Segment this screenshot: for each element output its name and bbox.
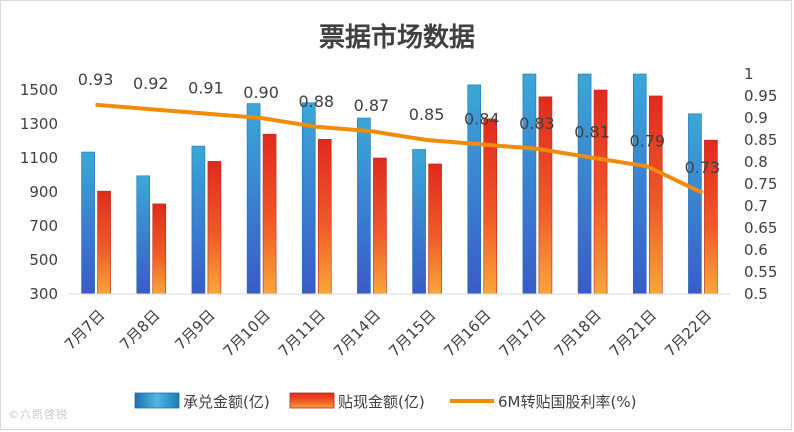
line-data-label: 0.87 bbox=[354, 96, 390, 115]
line-data-label: 0.84 bbox=[464, 109, 500, 128]
bar-acceptance-amount bbox=[522, 73, 537, 295]
legend-swatch-blue bbox=[134, 392, 180, 409]
bar-acceptance-amount bbox=[632, 73, 647, 295]
watermark-logo: ©六凯啓锐 bbox=[8, 408, 68, 421]
x-axis-category-label: 7月18日 bbox=[551, 306, 605, 360]
legend-swatch-red bbox=[289, 392, 335, 409]
right-axis-tick-label: 1 bbox=[744, 65, 754, 83]
line-data-label: 0.73 bbox=[685, 158, 721, 177]
x-axis-category-label: 7月15日 bbox=[385, 306, 439, 360]
line-data-label: 0.85 bbox=[409, 105, 445, 124]
line-data-label: 0.79 bbox=[629, 131, 665, 150]
bar-acceptance-amount bbox=[191, 145, 206, 295]
x-axis-category-label: 7月14日 bbox=[330, 306, 384, 360]
line-data-label: 0.92 bbox=[133, 74, 169, 93]
x-axis-category-label: 7月7日 bbox=[61, 306, 108, 353]
chart-title: 票据市场数据 bbox=[319, 22, 475, 53]
left-axis-tick-label: 1100 bbox=[20, 149, 58, 167]
left-axis-tick-label: 500 bbox=[29, 251, 58, 269]
legend-label: 贴现金额(亿) bbox=[338, 393, 425, 411]
legend-item: 贴现金额(亿) bbox=[289, 392, 425, 411]
right-axis-tick-label: 0.6 bbox=[744, 241, 768, 259]
bar-acceptance-amount bbox=[688, 113, 702, 295]
bar-acceptance-amount bbox=[81, 151, 95, 295]
bar-acceptance-amount bbox=[412, 149, 426, 295]
bar-acceptance-amount bbox=[301, 102, 316, 295]
left-axis-tick-label: 300 bbox=[29, 285, 58, 303]
x-axis-category-label: 7月16日 bbox=[440, 306, 494, 360]
bar-discount-amount bbox=[428, 163, 442, 295]
right-axis-tick-label: 0.8 bbox=[744, 153, 768, 171]
x-axis-category-label: 7月21日 bbox=[606, 306, 660, 360]
legend-label: 承兑金额(亿) bbox=[183, 393, 270, 411]
watermark-text: 六凯啓锐 bbox=[20, 408, 68, 421]
x-axis-category-label: 7月17日 bbox=[496, 306, 550, 360]
left-axis-tick-label: 700 bbox=[29, 217, 58, 235]
line-data-label: 0.81 bbox=[574, 123, 610, 142]
x-axis-category-label: 7月8日 bbox=[116, 306, 163, 353]
x-axis-category-label: 7月22日 bbox=[661, 306, 715, 360]
bar-discount-amount bbox=[373, 157, 387, 295]
legend-item: 6M转贴国股利率(%) bbox=[450, 393, 636, 411]
bar-acceptance-amount bbox=[136, 175, 151, 295]
bar-discount-amount bbox=[97, 190, 111, 295]
line-data-label: 0.93 bbox=[78, 70, 114, 89]
line-data-label: 0.91 bbox=[188, 79, 224, 98]
line-data-label: 0.88 bbox=[298, 92, 334, 111]
right-axis-tick-label: 0.55 bbox=[744, 263, 777, 281]
bar-acceptance-amount bbox=[246, 103, 261, 295]
bar-discount-amount bbox=[317, 139, 332, 295]
left-axis-tick-label: 900 bbox=[29, 183, 58, 201]
legend-label: 6M转贴国股利率(%) bbox=[498, 393, 636, 411]
line-data-label: 0.83 bbox=[519, 114, 555, 133]
x-axis-category-label: 7月10日 bbox=[220, 306, 274, 360]
bar-discount-amount bbox=[648, 95, 663, 295]
left-axis-tick-label: 1300 bbox=[20, 115, 58, 133]
line-data-label: 0.90 bbox=[243, 83, 279, 102]
right-axis-tick-label: 0.65 bbox=[744, 219, 777, 237]
bar-discount-amount bbox=[593, 89, 608, 295]
bar-discount-amount bbox=[152, 203, 167, 295]
left-axis-tick-label: 1500 bbox=[20, 81, 58, 99]
bar-discount-amount bbox=[262, 133, 277, 295]
right-axis-tick-label: 0.9 bbox=[744, 109, 768, 127]
bar-acceptance-amount bbox=[577, 73, 592, 295]
right-axis-tick-label: 0.7 bbox=[744, 197, 768, 215]
legend-item: 承兑金额(亿) bbox=[134, 392, 270, 411]
right-axis-tick-label: 0.5 bbox=[744, 285, 768, 303]
line-rate-series bbox=[95, 102, 704, 195]
bar-acceptance-amount bbox=[357, 117, 371, 295]
x-axis-category-label: 7月9日 bbox=[171, 306, 218, 353]
right-axis-tick-label: 0.95 bbox=[744, 87, 777, 105]
x-axis-category-label: 7月11日 bbox=[275, 306, 329, 360]
right-axis-tick-label: 0.85 bbox=[744, 131, 777, 149]
bar-discount-amount bbox=[207, 161, 222, 295]
right-axis-tick-label: 0.75 bbox=[744, 175, 777, 193]
